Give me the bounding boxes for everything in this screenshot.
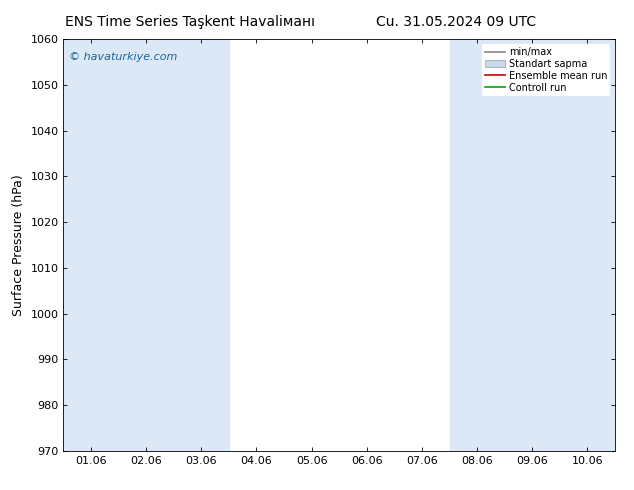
Y-axis label: Surface Pressure (hPa): Surface Pressure (hPa)	[12, 174, 25, 316]
Text: © havaturkiye.com: © havaturkiye.com	[69, 51, 178, 62]
Text: ENS Time Series Taşkent Havaliманı: ENS Time Series Taşkent Havaliманı	[65, 15, 315, 29]
Bar	[560, 39, 615, 451]
Bar	[63, 39, 119, 451]
Bar	[174, 39, 229, 451]
Bar	[505, 39, 560, 451]
Bar	[119, 39, 174, 451]
Text: Cu. 31.05.2024 09 UTC: Cu. 31.05.2024 09 UTC	[377, 15, 536, 29]
Legend: min/max, Standart sapma, Ensemble mean run, Controll run: min/max, Standart sapma, Ensemble mean r…	[482, 44, 610, 96]
Bar	[450, 39, 505, 451]
